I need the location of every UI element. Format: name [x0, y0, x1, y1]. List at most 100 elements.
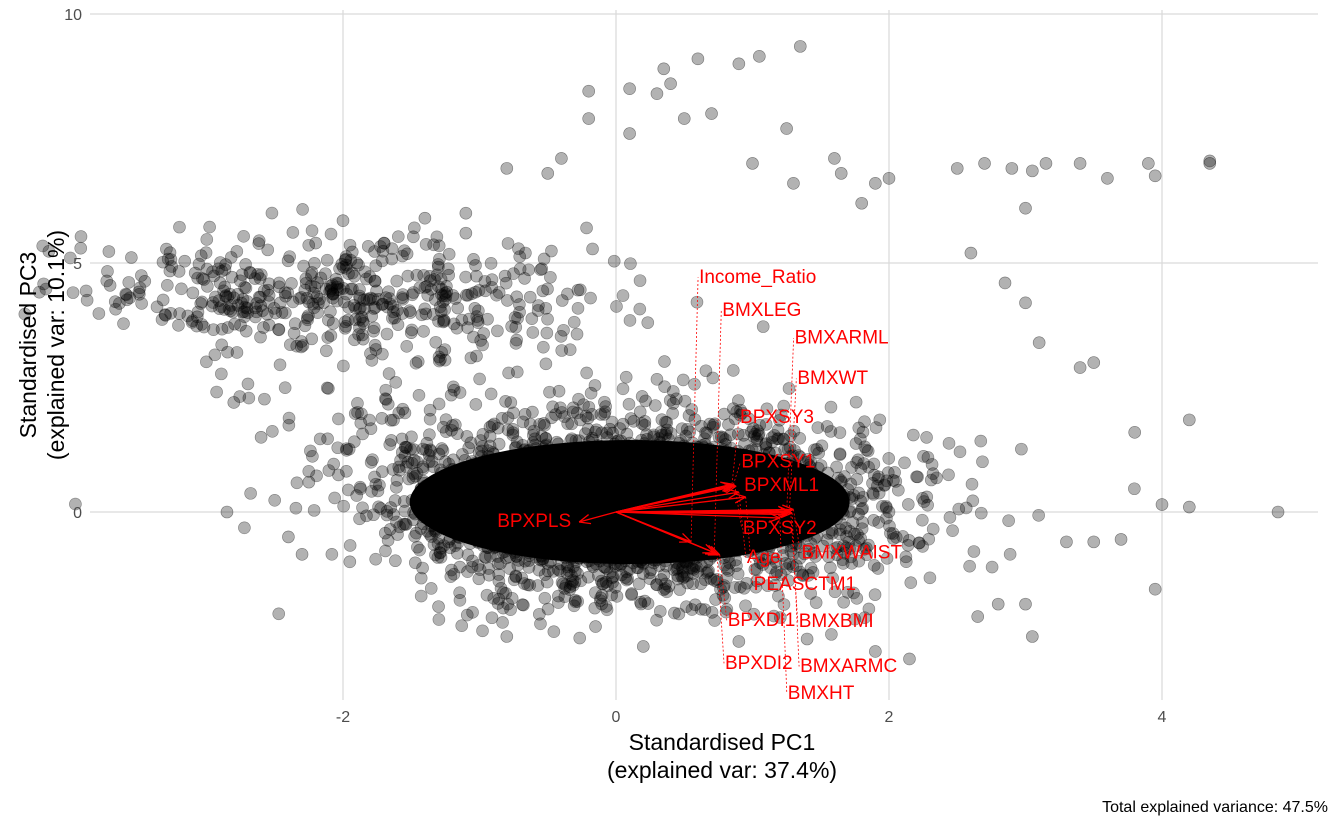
data-point — [781, 123, 793, 135]
data-point — [350, 302, 362, 314]
data-point — [883, 172, 895, 184]
data-point — [555, 152, 567, 164]
data-point — [470, 398, 482, 410]
data-point — [304, 445, 316, 457]
data-point — [479, 285, 491, 297]
data-point — [331, 277, 343, 289]
data-point — [514, 251, 526, 263]
data-point — [1183, 501, 1195, 513]
data-point — [542, 603, 554, 615]
data-point — [344, 539, 356, 551]
data-point — [1101, 172, 1113, 184]
data-point — [372, 485, 384, 497]
data-point — [517, 599, 529, 611]
data-point — [706, 108, 718, 120]
data-point — [899, 457, 911, 469]
data-point — [428, 239, 440, 251]
data-point — [160, 309, 172, 321]
data-point — [447, 381, 459, 393]
data-point — [561, 288, 573, 300]
data-point — [542, 313, 554, 325]
data-point — [880, 512, 892, 524]
data-point — [583, 85, 595, 97]
data-point — [215, 368, 227, 380]
data-point — [477, 625, 489, 637]
data-point — [562, 418, 574, 430]
y-tick-label: 10 — [64, 7, 82, 24]
data-point — [478, 328, 490, 340]
data-point — [366, 310, 378, 322]
data-point — [831, 461, 843, 473]
data-point — [376, 348, 388, 360]
arrow-label: BPXSY2 — [743, 518, 817, 539]
data-point — [539, 592, 551, 604]
data-point — [454, 587, 466, 599]
data-point — [582, 412, 594, 424]
data-point — [394, 521, 406, 533]
data-point — [326, 548, 338, 560]
data-point — [857, 502, 869, 514]
data-point — [472, 560, 484, 572]
data-point — [835, 167, 847, 179]
data-point — [601, 563, 613, 575]
data-point — [642, 317, 654, 329]
data-point — [228, 396, 240, 408]
data-point — [544, 386, 556, 398]
data-point — [164, 247, 176, 259]
data-point — [801, 633, 813, 645]
data-point — [186, 316, 198, 328]
data-point — [486, 612, 498, 624]
data-point — [595, 575, 607, 587]
data-point — [883, 452, 895, 464]
data-point — [658, 356, 670, 368]
data-point — [567, 402, 579, 414]
arrow-label: BPXSY3 — [740, 407, 814, 428]
data-point — [228, 292, 240, 304]
data-point — [1142, 157, 1154, 169]
data-point — [451, 547, 463, 559]
data-point — [519, 408, 531, 420]
data-point — [927, 523, 939, 535]
data-point — [537, 285, 549, 297]
data-point — [123, 276, 135, 288]
data-point — [200, 356, 212, 368]
data-point — [1033, 337, 1045, 349]
data-point — [253, 238, 265, 250]
data-point — [234, 275, 246, 287]
data-point — [321, 254, 333, 266]
data-point — [460, 271, 472, 283]
data-point — [677, 374, 689, 386]
data-point — [465, 352, 477, 364]
data-point — [411, 269, 423, 281]
data-point — [658, 63, 670, 75]
data-point — [825, 401, 837, 413]
data-point — [727, 364, 739, 376]
data-point — [198, 321, 210, 333]
data-point — [310, 237, 322, 249]
data-point — [351, 397, 363, 409]
data-point — [921, 431, 933, 443]
data-point — [306, 333, 318, 345]
data-point — [649, 400, 661, 412]
data-point — [424, 444, 436, 456]
data-point — [461, 430, 473, 442]
data-point — [1204, 155, 1216, 167]
data-point — [624, 128, 636, 140]
data-point — [485, 257, 497, 269]
data-point — [606, 589, 618, 601]
data-point — [1156, 499, 1168, 511]
data-point — [972, 611, 984, 623]
data-point — [787, 177, 799, 189]
data-point — [354, 513, 366, 525]
data-point — [668, 607, 680, 619]
data-point — [437, 445, 449, 457]
data-point — [658, 584, 670, 596]
data-point — [492, 597, 504, 609]
y-tick-label: 5 — [73, 256, 82, 273]
data-point — [376, 412, 388, 424]
data-point — [314, 293, 326, 305]
data-point — [659, 381, 671, 393]
data-point — [834, 449, 846, 461]
data-point — [418, 325, 430, 337]
